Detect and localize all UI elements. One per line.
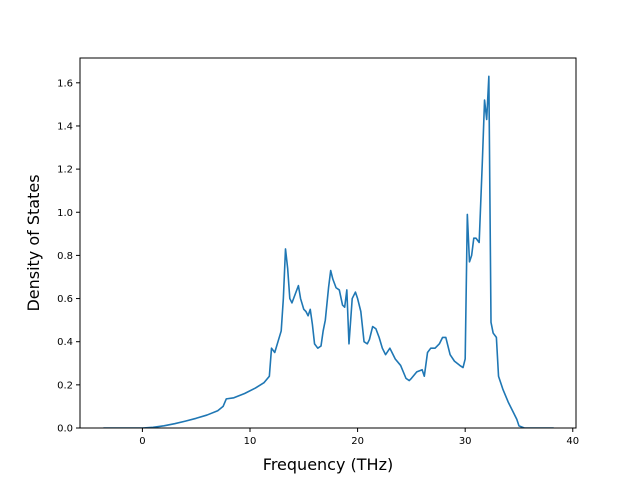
y-tick-label: 1.0 (57, 208, 73, 219)
y-tick-label: 1.4 (57, 121, 73, 132)
x-tick-label: 10 (244, 436, 257, 447)
y-tick-label: 0.0 (57, 424, 73, 435)
x-axis-label: Frequency (THz) (263, 455, 393, 474)
x-tick-label: 0 (139, 436, 145, 447)
plot-area (102, 75, 555, 428)
series-line-0 (102, 75, 555, 428)
y-axis-label: Density of States (24, 174, 43, 311)
x-tick-label: 20 (351, 436, 364, 447)
y-tick-label: 0.8 (57, 251, 73, 262)
y-tick-label: 1.6 (57, 78, 73, 89)
x-tick-label: 40 (566, 436, 579, 447)
x-tick-label: 30 (459, 436, 472, 447)
series-layer (102, 75, 555, 428)
y-axis-ticks: 0.0 0.2 0.4 0.6 0.8 1.0 1.2 1.4 1.6 (57, 78, 80, 435)
y-tick-label: 0.2 (57, 380, 73, 391)
y-tick-label: 0.4 (57, 337, 73, 348)
x-axis-ticks: 0 10 20 30 40 (139, 428, 579, 447)
y-tick-label: 1.2 (57, 165, 73, 176)
axes-frame (79, 57, 577, 429)
y-tick-label: 0.6 (57, 294, 73, 305)
